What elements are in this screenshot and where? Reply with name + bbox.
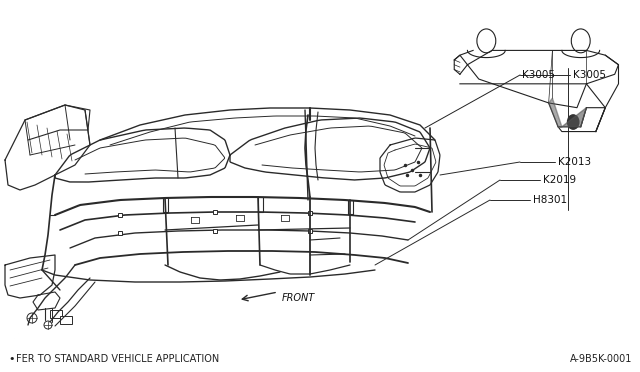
Bar — [60, 316, 72, 324]
Circle shape — [568, 115, 579, 129]
Text: K3005: K3005 — [573, 70, 606, 80]
Text: K2013: K2013 — [558, 157, 591, 167]
Polygon shape — [558, 108, 586, 127]
Polygon shape — [548, 98, 562, 127]
Bar — [50, 310, 62, 318]
Text: •: • — [8, 354, 15, 364]
Text: A-9B5K-0001: A-9B5K-0001 — [570, 354, 632, 364]
Text: FRONT: FRONT — [282, 293, 316, 303]
Text: K2019: K2019 — [543, 175, 576, 185]
Text: FER TO STANDARD VEHICLE APPLICATION: FER TO STANDARD VEHICLE APPLICATION — [16, 354, 220, 364]
Text: K3005: K3005 — [522, 70, 555, 80]
Text: H8301: H8301 — [533, 195, 567, 205]
